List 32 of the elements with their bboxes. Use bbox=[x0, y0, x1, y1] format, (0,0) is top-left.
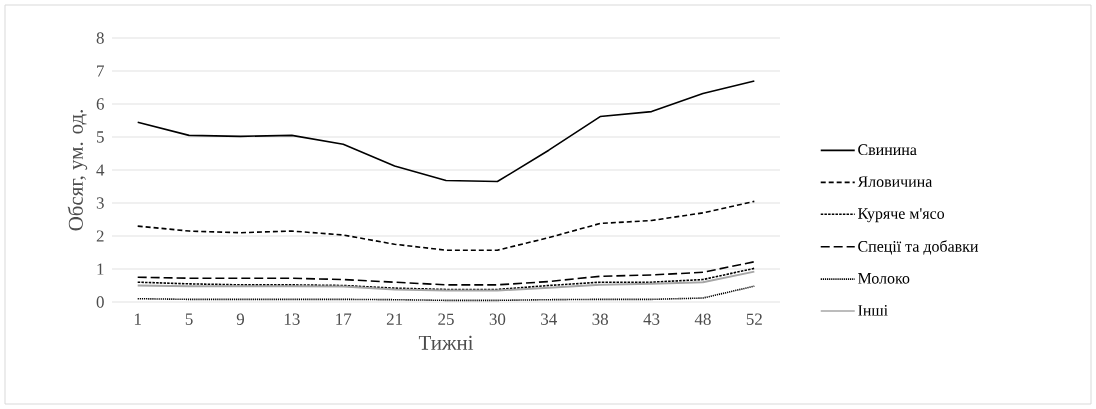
y-axis-title: Обсяг, ум. од. bbox=[67, 110, 88, 231]
y-tick-label: 0 bbox=[96, 296, 104, 308]
x-tick-label: 38 bbox=[592, 313, 608, 325]
x-tick-label: 25 bbox=[438, 313, 454, 325]
legend-label: Куряче м'ясо bbox=[858, 208, 945, 223]
x-tick-label: 30 bbox=[489, 313, 506, 325]
x-tick-label: 13 bbox=[284, 313, 300, 325]
legend-label: Молоко bbox=[858, 273, 910, 284]
y-tick-label: 2 bbox=[96, 230, 104, 242]
x-tick-label: 9 bbox=[236, 313, 245, 325]
x-tick-label: 34 bbox=[541, 313, 557, 325]
y-tick-label: 1 bbox=[97, 263, 104, 275]
x-tick-label: 5 bbox=[185, 313, 193, 325]
x-tick-label: 48 bbox=[694, 313, 711, 325]
legend-label: Яловичина bbox=[857, 176, 933, 187]
legend-label: Спеції та добавки bbox=[858, 240, 979, 255]
y-tick-label: 7 bbox=[97, 65, 104, 77]
y-tick-label: 3 bbox=[96, 197, 104, 209]
x-axis-title: Тижні bbox=[418, 335, 474, 350]
x-tick-label: 52 bbox=[746, 313, 762, 325]
y-tick-label: 5 bbox=[97, 131, 104, 143]
y-tick-label: 8 bbox=[96, 32, 104, 44]
x-tick-label: 21 bbox=[386, 313, 403, 325]
x-tick-label: 1 bbox=[134, 313, 141, 325]
x-tick-label: 17 bbox=[336, 313, 352, 325]
line-series bbox=[136, 200, 756, 251]
legend-label: Свинина bbox=[858, 144, 917, 156]
y-tick-label: 4 bbox=[96, 164, 105, 176]
line-series bbox=[136, 80, 756, 183]
legend-label: Інші bbox=[858, 305, 888, 316]
x-tick-label: 43 bbox=[643, 313, 660, 325]
y-tick-label: 6 bbox=[96, 98, 104, 110]
